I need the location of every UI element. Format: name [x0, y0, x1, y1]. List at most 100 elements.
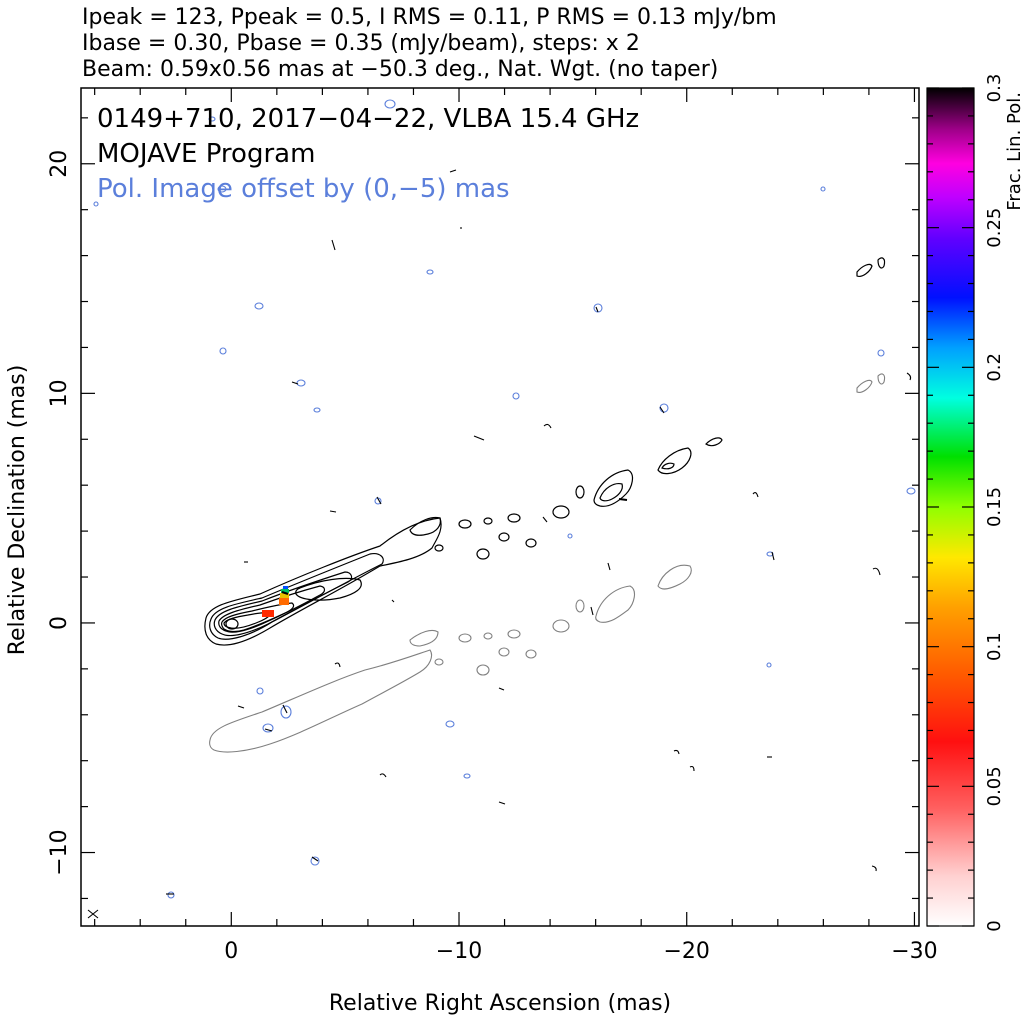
colorbar-tick-label: 0.05: [984, 766, 1005, 806]
pol-contour: [657, 564, 692, 590]
y-axis-title: Relative Declination (mas): [5, 365, 30, 656]
intensity-contour: [476, 548, 490, 560]
noise-contour: [334, 662, 341, 668]
noise-contour: [877, 349, 885, 357]
pol-contour: [525, 649, 537, 659]
intensity-contour: [295, 577, 362, 601]
noise-contour: [384, 99, 396, 109]
noise-contour: [291, 381, 299, 385]
noise-contour: [689, 765, 695, 772]
intensity-contour: [661, 462, 675, 470]
colorbar-tick-labels: 0 0.05 0.1 0.15 0.2 0.25 0.3: [984, 74, 1005, 932]
noise-contour: [282, 704, 288, 714]
noise-contour: [254, 302, 264, 310]
intensity-contour: [507, 513, 521, 523]
colorbar-tick-label: 0.1: [984, 632, 1005, 661]
x-tick-label: −10: [436, 939, 482, 964]
evpa-stick: [281, 591, 289, 595]
source-label: 0149+710, 2017−04−22, VLBA 15.4 GHz: [97, 104, 639, 134]
header-line-3: Beam: 0.59x0.56 mas at −50.3 deg., Nat. …: [82, 57, 718, 82]
pol-patch: [279, 598, 289, 605]
pol-patch: [283, 586, 288, 589]
evpa-vectors: [281, 498, 628, 595]
y-tick-labels: −10 0 10 20: [47, 150, 72, 876]
x-tick-label: −20: [664, 939, 710, 964]
noise-contour: [264, 728, 273, 732]
intensity-contour: [458, 519, 472, 529]
header-line-2: Ibase = 0.30, Pbase = 0.35 (mJy/beam), s…: [82, 31, 640, 56]
intensity-contour: [856, 263, 873, 277]
program-label: MOJAVE Program: [97, 139, 315, 169]
pol-contour: [877, 373, 886, 385]
noise-contour: [498, 801, 506, 805]
noise-contour: [296, 379, 306, 387]
intensity-contour: [552, 505, 570, 519]
noise-contour: [463, 773, 471, 779]
noise-contour: [766, 662, 772, 668]
pol-patch: [262, 610, 274, 617]
pol-contour: [856, 379, 873, 393]
noise-contour: [208, 116, 216, 122]
intensity-contour: [225, 618, 239, 630]
noise-contour: [512, 392, 520, 400]
pol-contour: [476, 664, 490, 676]
noise-contour: [659, 406, 665, 414]
intensity-contour: [657, 447, 692, 475]
noise-contour: [473, 435, 485, 441]
x-tick-label: 0: [224, 939, 238, 964]
noise-contour: [93, 201, 99, 207]
noise-contour: [391, 599, 395, 603]
pol-contour: [552, 619, 570, 633]
noise-contour: [673, 749, 680, 755]
pol-patch: [281, 589, 289, 593]
noise-contour: [237, 705, 245, 709]
colorbar-tick-label: 0.15: [984, 487, 1005, 527]
x-axis-title: Relative Right Ascension (mas): [329, 991, 671, 1016]
noise-contour: [379, 773, 387, 778]
noise-contour: [445, 720, 455, 728]
axis-ticks: [81, 88, 919, 926]
y-tick-label: −10: [47, 829, 72, 875]
noise-contour: [87, 909, 99, 919]
noise-contour: [217, 185, 227, 193]
pol-contour: [434, 658, 444, 666]
noise-contour: [498, 687, 505, 691]
intensity-contour: [213, 571, 353, 637]
noise-contour: [376, 496, 382, 505]
noise-contour: [771, 551, 775, 561]
noise-contour: [313, 407, 321, 413]
intensity-contour: [409, 516, 441, 536]
total-intensity-contours: [204, 257, 886, 646]
noise-contour: [426, 269, 434, 275]
x-tick-labels: 0 −10 −20 −30: [224, 939, 937, 964]
intensity-contour: [575, 485, 585, 499]
noise-contour: [872, 567, 881, 576]
colorbar-title: Frac. Lin. Pol.: [1004, 92, 1025, 211]
noise-contour: [167, 891, 175, 899]
noise-contour: [329, 510, 337, 513]
intensity-contour: [498, 532, 510, 542]
plot-frame: [80, 87, 920, 927]
intensity-contour: [525, 538, 537, 548]
noise-contour: [449, 169, 457, 173]
fractional-pol-patches: [262, 586, 289, 617]
colorbar-tick-label: 0.25: [984, 208, 1005, 248]
pol-offset-note: Pol. Image offset by (0,−5) mas: [97, 174, 510, 204]
noise-contour: [262, 723, 274, 733]
intensity-contour: [705, 437, 723, 447]
noise-contour: [256, 687, 264, 695]
intensity-contour: [483, 517, 493, 525]
colorbar-ticks: [927, 87, 974, 927]
colorbar-tick-label: 0.3: [984, 74, 1005, 103]
intensity-contour: [209, 553, 384, 640]
noise-contour: [219, 347, 227, 355]
x-tick-label: −30: [891, 939, 937, 964]
noise-contour: [590, 606, 594, 616]
noise-contour: [906, 372, 912, 381]
intensity-contour: [434, 544, 444, 552]
y-tick-label: 0: [47, 616, 72, 630]
noise-contour: [659, 403, 669, 413]
intensity-contour: [218, 585, 326, 633]
noise-contour: [607, 562, 611, 571]
